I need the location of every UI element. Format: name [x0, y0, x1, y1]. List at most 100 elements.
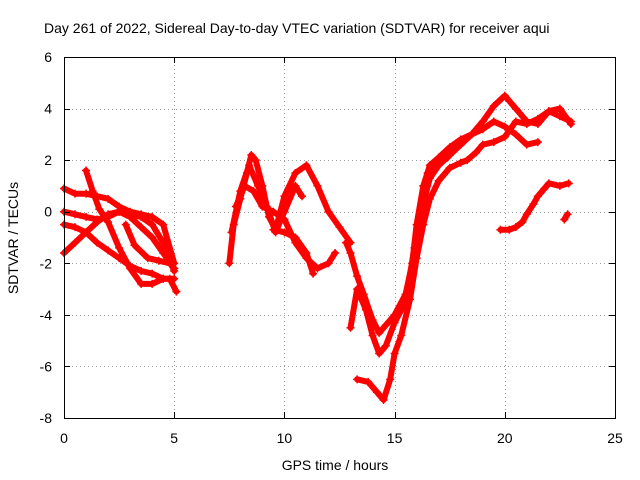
data-point: [82, 189, 91, 198]
data-point: [412, 254, 421, 263]
data-point: [500, 122, 509, 131]
data-point: [240, 181, 249, 190]
data-point: [544, 107, 553, 116]
data-point: [566, 117, 575, 126]
data-point: [368, 331, 377, 340]
data-point: [227, 228, 236, 237]
data-point: [95, 205, 104, 214]
data-point: [143, 254, 152, 263]
data-point: [280, 215, 289, 224]
data-point: [361, 305, 370, 314]
data-point: [489, 117, 498, 126]
data-point: [375, 328, 384, 337]
data-point: [445, 143, 454, 152]
x-tick-label: 25: [607, 430, 623, 446]
data-point: [331, 248, 340, 257]
data-point: [93, 218, 102, 227]
grid-lines: [64, 57, 615, 418]
data-point: [71, 189, 80, 198]
data-point: [130, 241, 139, 250]
data-point: [269, 207, 278, 216]
data-point: [137, 212, 146, 221]
data-point: [505, 225, 514, 234]
data-point: [88, 187, 97, 196]
data-point: [346, 248, 355, 257]
series-arc-b4: [269, 225, 318, 278]
data-point: [280, 192, 289, 201]
y-tick-label: 0: [44, 204, 52, 220]
data-point: [397, 331, 406, 340]
data-point: [443, 153, 452, 162]
x-tick-label: 15: [387, 430, 403, 446]
series-trace: [497, 180, 572, 233]
series-arc-a6: [121, 220, 179, 273]
x-axis-label: GPS time / hours: [282, 457, 389, 473]
data-point: [154, 256, 163, 265]
data-point: [159, 220, 168, 229]
data-point: [71, 223, 80, 232]
series-arc-d1: [496, 179, 573, 234]
data-point: [126, 264, 135, 273]
data-point: [71, 238, 80, 247]
data-point: [511, 223, 520, 232]
data-point: [245, 161, 254, 170]
data-point: [309, 269, 318, 278]
data-point: [353, 272, 362, 281]
data-point: [82, 228, 91, 237]
data-point: [522, 140, 531, 149]
data-point: [563, 210, 572, 219]
data-point: [463, 156, 472, 165]
data-point: [529, 199, 538, 208]
series-arc-c3: [353, 107, 575, 404]
data-point: [467, 130, 476, 139]
data-point: [159, 238, 168, 247]
data-point: [170, 264, 179, 273]
data-point: [417, 207, 426, 216]
data-point: [126, 210, 135, 219]
data-point: [372, 388, 381, 397]
data-point: [434, 156, 443, 165]
chart-title: Day 261 of 2022, Sidereal Day-to-day VTE…: [44, 20, 550, 36]
data-point: [335, 223, 344, 232]
data-point: [533, 138, 542, 147]
data-point: [425, 194, 434, 203]
data-point: [137, 267, 146, 276]
tick-labels: 0 5 10 15 20 25 -8 -6 -4 -2 0 2 4 6: [40, 49, 623, 446]
data-point: [104, 218, 113, 227]
data-point: [518, 218, 527, 227]
data-point: [478, 140, 487, 149]
data-point: [253, 181, 262, 190]
y-axis-label: SDTVAR / TECUs: [5, 182, 21, 294]
data-point: [445, 163, 454, 172]
data-point: [544, 179, 553, 188]
data-point: [148, 279, 157, 288]
data-point: [386, 375, 395, 384]
data-point: [555, 112, 564, 121]
data-point: [390, 318, 399, 327]
data-point: [511, 130, 520, 139]
data-point: [251, 156, 260, 165]
data-point: [560, 215, 569, 224]
data-point: [137, 279, 146, 288]
data-point: [511, 104, 520, 113]
data-point: [533, 114, 542, 123]
data-point: [346, 323, 355, 332]
data-point: [375, 349, 384, 358]
data-point: [148, 269, 157, 278]
data-point: [258, 202, 267, 211]
series-arc-a5: [82, 166, 181, 296]
data-point: [291, 181, 300, 190]
series-arc-c2: [346, 91, 575, 358]
data-series: [60, 91, 575, 404]
data-point: [522, 210, 531, 219]
data-point: [148, 212, 157, 221]
data-point: [406, 295, 415, 304]
data-point: [456, 140, 465, 149]
series-arc-c4: [410, 153, 452, 257]
data-point: [165, 259, 174, 268]
data-point: [225, 259, 234, 268]
data-point: [410, 248, 419, 257]
data-point: [434, 176, 443, 185]
data-point: [148, 220, 157, 229]
